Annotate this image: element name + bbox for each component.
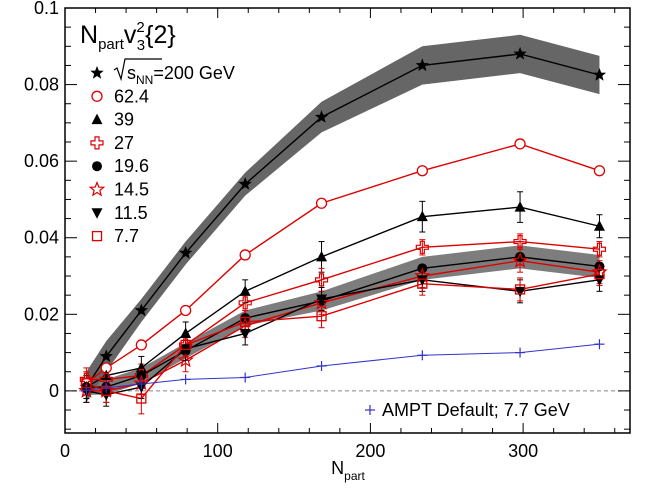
x-axis-label: Npart [331, 458, 365, 483]
data-point-marker [515, 251, 526, 262]
legend-label: 19.6 [114, 156, 149, 176]
data-point-marker [91, 113, 103, 125]
x-label-subscript: part [344, 469, 365, 483]
data-point-marker [511, 252, 529, 268]
y-tick-label: 0.04 [24, 228, 59, 248]
data-point-marker [513, 234, 527, 249]
data-point-marker [592, 68, 607, 81]
x-label-n: N [331, 458, 344, 478]
data-point-marker [179, 304, 192, 317]
data-point-marker [513, 46, 527, 60]
data-point-marker [415, 240, 429, 254]
x-tick-label: 300 [508, 441, 538, 461]
y-tick-label: 0.06 [24, 151, 59, 171]
axis-ticks: 0 100 200 300 0 0.02 0.04 0.06 0.08 0.1 [24, 0, 630, 461]
data-point-marker [91, 230, 103, 242]
y-tick-label: 0.1 [34, 0, 59, 18]
data-point-marker [313, 294, 330, 310]
data-point-marker [240, 316, 251, 328]
data-point-marker [180, 339, 191, 351]
x-tick-label: 0 [60, 441, 70, 461]
data-point-marker [238, 296, 252, 310]
sqrt-s-symbol: s [127, 63, 136, 83]
data-point-marker [593, 220, 605, 231]
legend-label: 7.7 [114, 226, 139, 246]
data-point-marker [99, 349, 113, 363]
y-tick-label: 0.08 [24, 75, 59, 95]
data-point-marker [90, 136, 104, 150]
title-tail: {2} [145, 21, 176, 49]
sqrt-symbol [113, 58, 162, 82]
legend-label: sNN=200 GeV [127, 63, 235, 87]
legend-label: AMPT Default; 7.7 GeV [382, 400, 570, 420]
legend-label: 27 [114, 133, 134, 153]
data-point-marker [416, 210, 428, 222]
ampt-legend: AMPT Default; 7.7 GeV [365, 400, 570, 420]
legend-label: 39 [114, 110, 134, 130]
series-markers [78, 46, 608, 404]
data-point-marker [177, 351, 194, 368]
data-point-marker [416, 275, 428, 286]
data-point-marker [417, 278, 428, 289]
title-v-subscript: 3 [137, 37, 145, 54]
plot-frame [64, 7, 631, 434]
series-lines [85, 53, 600, 400]
sqrt-s-subscript: NN [136, 73, 153, 87]
data-point-marker [416, 165, 428, 177]
data-point-marker [92, 161, 102, 172]
uncertainty-band [86, 34, 600, 403]
data-point-marker [239, 249, 251, 261]
data-point-marker [314, 110, 329, 123]
data-point-marker [415, 58, 429, 72]
data-point-marker [136, 393, 147, 404]
title-v-superscript: 2 [136, 19, 144, 36]
data-point-marker [238, 177, 252, 190]
x-tick-label: 200 [355, 441, 385, 461]
x-tick-label: 100 [203, 441, 233, 461]
legend-label: 62.4 [114, 86, 149, 106]
y-tick-label: 0.02 [24, 304, 59, 324]
data-point-marker [514, 201, 526, 212]
data-point-marker [179, 246, 193, 259]
data-point-marker [514, 286, 526, 298]
data-point-marker [180, 327, 192, 338]
data-point-marker [239, 328, 251, 340]
title-n-subscript: part [98, 36, 125, 53]
data-point-marker [91, 208, 103, 219]
data-point-marker [91, 90, 103, 102]
data-point-marker [592, 242, 607, 256]
y-tick-label: 0 [49, 381, 59, 401]
data-point-marker [239, 285, 251, 296]
data-point-marker [316, 294, 328, 305]
uncertainty-bands [86, 34, 600, 403]
data-point-marker [316, 311, 327, 322]
data-point-marker [594, 268, 605, 280]
data-point-marker [593, 165, 606, 177]
data-point-marker [135, 339, 148, 351]
data-point-marker [514, 284, 526, 295]
data-point-marker [314, 273, 329, 287]
chart-title: Npartv2 3{2} [80, 19, 176, 54]
title-n: N [80, 21, 98, 49]
legend-label: 14.5 [114, 180, 149, 200]
data-point-marker [88, 180, 106, 197]
data-point-marker [134, 303, 148, 317]
data-point-marker [90, 66, 104, 79]
data-point-marker [316, 250, 328, 262]
data-point-marker [135, 361, 147, 373]
data-point-marker [514, 138, 526, 150]
legend-label: 11.5 [114, 203, 148, 223]
data-point-marker [315, 197, 328, 209]
title-v: v [124, 21, 137, 49]
energy-value: =200 GeV [153, 63, 235, 83]
